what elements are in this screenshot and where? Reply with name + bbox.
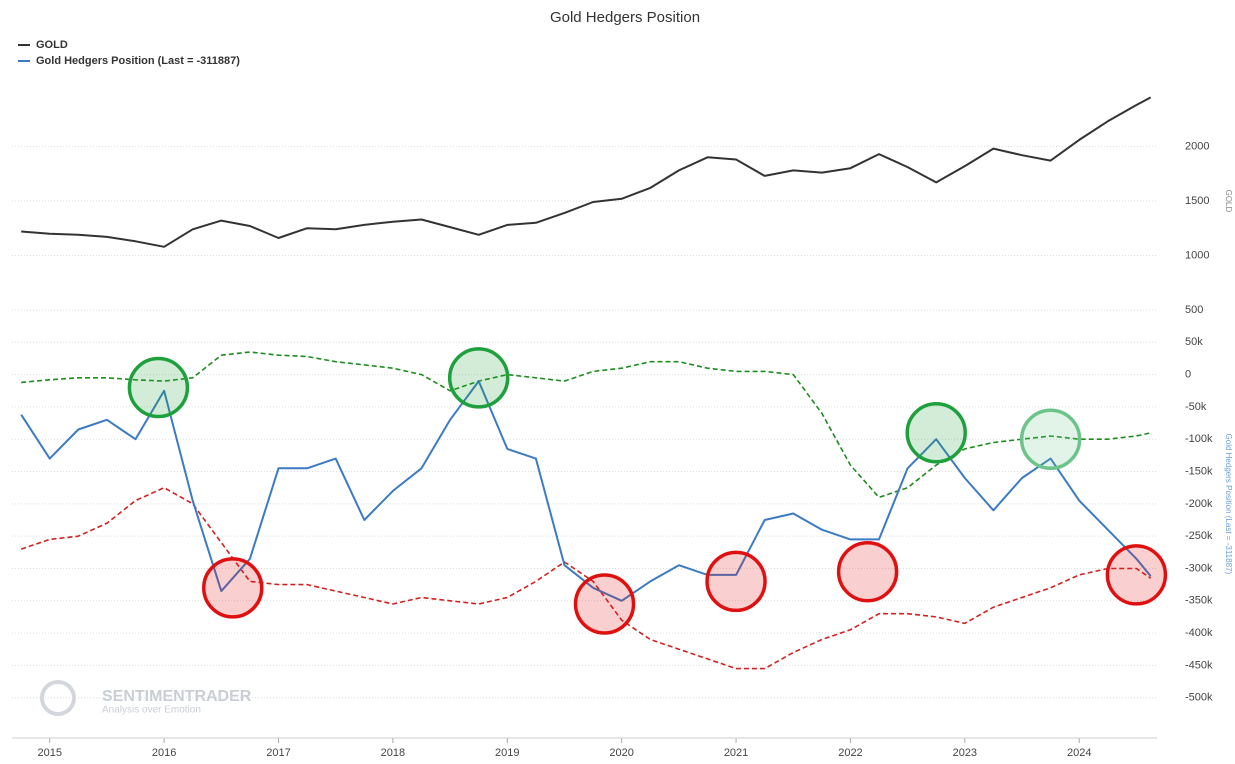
- y-tick-label: 2000: [1185, 140, 1209, 152]
- x-tick-label: 2024: [1067, 747, 1091, 759]
- highlight-circle: [447, 347, 510, 409]
- highlight-circle: [127, 356, 190, 419]
- y2-tick-label: -450k: [1185, 659, 1213, 671]
- lower-band: [20, 486, 1152, 670]
- series-line: [20, 380, 1152, 602]
- x-tick-label: 2023: [953, 747, 977, 759]
- y2-tick-label: -350k: [1185, 595, 1213, 607]
- highlight-circle: [1105, 544, 1168, 606]
- y2-tick-label: -100k: [1185, 433, 1213, 445]
- y2-tick-label: -250k: [1185, 530, 1213, 542]
- legend-label: GOLD: [36, 39, 68, 51]
- watermark-name: SENTIMENTRADER: [102, 688, 252, 705]
- y2-tick-label: 50k: [1185, 336, 1203, 348]
- y2-tick-label: -50k: [1185, 401, 1207, 413]
- highlight-circle: [1019, 408, 1082, 470]
- legend-label: Gold Hedgers Position (Last = -311887): [36, 55, 240, 67]
- y2-tick-label: -150k: [1185, 465, 1213, 477]
- highlight-circle: [905, 402, 967, 464]
- x-tick-label: 2019: [495, 747, 519, 759]
- y-tick-label: 500: [1185, 304, 1203, 316]
- highlight-circle: [573, 573, 636, 635]
- x-tick-label: 2021: [724, 747, 748, 759]
- highlight-circle: [836, 540, 899, 603]
- highlight-circle: [705, 550, 767, 613]
- chart-title: Gold Hedgers Position: [550, 9, 700, 26]
- y2-tick-label: -500k: [1185, 692, 1213, 704]
- watermark-tagline: Analysis over Emotion: [102, 705, 201, 716]
- x-tick-label: 2022: [838, 747, 862, 759]
- x-tick-label: 2016: [152, 747, 176, 759]
- x-tick-label: 2018: [381, 747, 405, 759]
- y2-tick-label: -200k: [1185, 498, 1213, 510]
- y2-tick-label: -400k: [1185, 627, 1213, 639]
- x-tick-label: 2017: [266, 747, 290, 759]
- x-tick-label: 2020: [609, 747, 633, 759]
- y-axis-label: GOLD: [1224, 190, 1233, 213]
- highlight-circle: [202, 557, 264, 619]
- y-tick-label: 1500: [1185, 195, 1209, 207]
- y-tick-label: 1000: [1185, 249, 1209, 261]
- series-line: [21, 96, 1152, 248]
- upper-band: [21, 351, 1151, 499]
- y2-tick-label: 0: [1185, 369, 1191, 381]
- y2-tick-label: -300k: [1185, 562, 1213, 574]
- y2-axis-label: Gold Hedgers Position (Last = -311887): [1224, 434, 1233, 575]
- x-tick-label: 2015: [38, 747, 62, 759]
